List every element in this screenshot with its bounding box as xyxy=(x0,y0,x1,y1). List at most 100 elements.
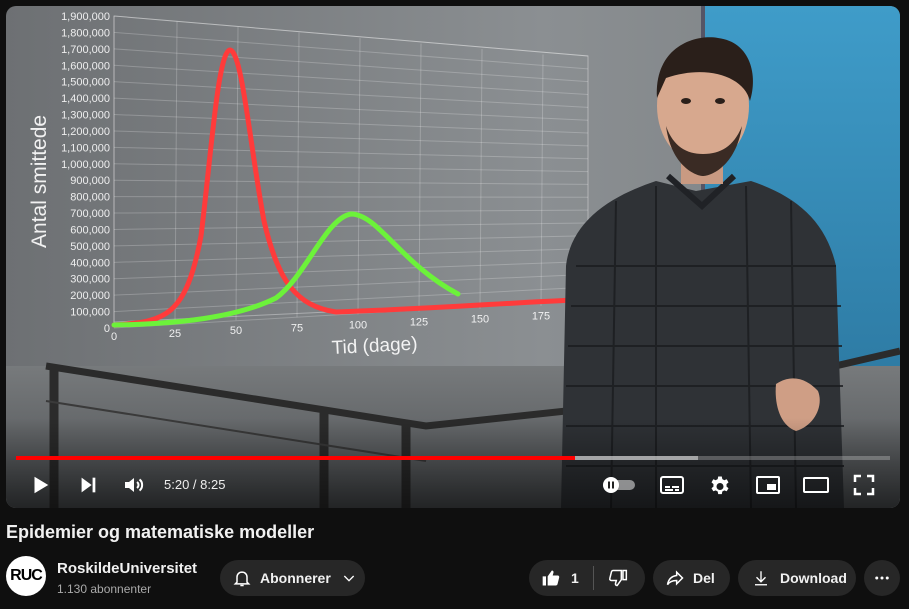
grid-line xyxy=(174,21,178,324)
y-tick-label: 200,000 xyxy=(70,290,110,302)
more-horizontal-icon xyxy=(875,576,889,580)
grid-line xyxy=(113,179,589,185)
grid-line xyxy=(113,114,589,134)
x-tick-label: 25 xyxy=(169,328,181,340)
subscriber-count: 1.130 abonnenter xyxy=(57,582,152,596)
controls-gradient xyxy=(6,418,900,508)
grid-line xyxy=(113,248,589,263)
grid-line xyxy=(113,146,589,160)
like-divider xyxy=(592,566,594,590)
time-display: 5:20 / 8:25 xyxy=(164,477,226,492)
download-button[interactable]: Download xyxy=(738,560,856,596)
fullscreen-icon xyxy=(853,474,875,496)
subscribe-button[interactable]: Abonnerer xyxy=(220,560,365,596)
progress-bar[interactable] xyxy=(16,456,890,460)
grid-line xyxy=(113,15,589,57)
like-button[interactable]: 1 xyxy=(541,560,593,596)
grid-line xyxy=(113,81,589,108)
miniplayer-icon xyxy=(756,476,780,494)
y-tick-label: 1,800,000 xyxy=(61,27,110,39)
red-epidemic-curve xyxy=(111,47,577,328)
volume-button[interactable] xyxy=(120,472,148,498)
channel-name[interactable]: RoskildeUniversitet xyxy=(57,560,198,577)
channel-avatar[interactable]: RUC xyxy=(6,556,46,596)
like-dislike-group: 1 xyxy=(529,560,645,596)
green-epidemic-curve xyxy=(111,211,461,328)
share-icon xyxy=(666,570,684,586)
grid-line xyxy=(113,235,589,247)
grid-line xyxy=(113,130,589,147)
subtitles-button[interactable] xyxy=(658,472,686,498)
thumbs-down-icon xyxy=(608,569,627,587)
subscribe-label: Abonnerer xyxy=(260,570,331,586)
played-bar xyxy=(16,456,576,460)
next-button[interactable] xyxy=(74,472,102,498)
x-tick-label: 150 xyxy=(471,314,489,326)
volume-icon xyxy=(125,478,144,492)
y-tick-label: 1,200,000 xyxy=(61,126,110,138)
x-tick-label: 75 xyxy=(291,322,303,334)
theater-mode-button[interactable] xyxy=(802,472,830,498)
autoplay-toggle-icon xyxy=(603,477,635,493)
y-tick-label: 1,400,000 xyxy=(61,93,110,105)
play-icon xyxy=(34,476,49,494)
bell-icon xyxy=(233,571,251,587)
video-title: Epidemier og matematiske modeller xyxy=(6,522,315,542)
play-button[interactable] xyxy=(26,472,54,498)
x-tick-label: 100 xyxy=(349,319,367,331)
y-tick-label: 1,000,000 xyxy=(61,159,110,171)
grid-line xyxy=(357,37,361,315)
y-tick-label: 700,000 xyxy=(70,208,110,220)
x-tick-label: 50 xyxy=(230,325,242,337)
grid-line xyxy=(113,97,589,121)
more-actions-button[interactable] xyxy=(864,560,900,596)
theater-mode-icon xyxy=(803,477,829,493)
share-label: Del xyxy=(693,570,715,586)
y-tick-label: 1,900,000 xyxy=(61,11,110,23)
y-tick-label: 100,000 xyxy=(70,307,110,319)
grid-line xyxy=(113,196,589,198)
x-tick-label: 0 xyxy=(111,331,117,343)
x-tick-label: 125 xyxy=(410,317,428,329)
y-tick-label: 1,500,000 xyxy=(61,77,110,89)
settings-button[interactable] xyxy=(706,472,734,498)
y-tick-label: 1,600,000 xyxy=(61,60,110,72)
download-icon xyxy=(755,571,767,586)
miniplayer-button[interactable] xyxy=(754,472,782,498)
grid-line xyxy=(113,286,589,313)
thumbs-up-icon xyxy=(542,570,560,586)
grid-line xyxy=(540,54,544,306)
grid-line xyxy=(235,26,239,321)
grid-line xyxy=(113,273,589,296)
grid-line xyxy=(113,222,589,230)
chevron-down-icon xyxy=(343,575,354,582)
y-tick-label: 300,000 xyxy=(70,274,110,286)
skip-next-icon xyxy=(81,477,96,493)
dislike-button[interactable] xyxy=(594,560,628,596)
autoplay-toggle[interactable] xyxy=(600,472,638,498)
grid-line xyxy=(113,31,589,70)
y-tick-label: 400,000 xyxy=(70,257,110,269)
grid-line xyxy=(479,48,483,309)
y-tick-label: 800,000 xyxy=(70,192,110,204)
y-tick-label: 1,700,000 xyxy=(61,44,110,56)
y-axis-label: Antal smittede xyxy=(28,115,51,248)
x-tick-label: 175 xyxy=(532,311,550,323)
grid-line xyxy=(296,32,300,318)
y-tick-label: 500,000 xyxy=(70,241,110,253)
share-button[interactable]: Del xyxy=(653,560,730,596)
x-axis-label: Tid (dage) xyxy=(331,334,418,359)
y-tick-label: 1,300,000 xyxy=(61,110,110,122)
grid-line xyxy=(113,64,589,96)
grid-line xyxy=(113,163,589,173)
video-player[interactable]: Antal smittede Tid (dage) 0 100,000 200,00… xyxy=(6,6,900,508)
y-tick-label: 1,100,000 xyxy=(61,142,110,154)
y-tick-label: 600,000 xyxy=(70,224,110,236)
grid-line xyxy=(113,48,589,83)
like-count: 1 xyxy=(571,570,579,586)
fullscreen-button[interactable] xyxy=(850,472,878,498)
download-label: Download xyxy=(780,570,847,586)
subtitles-icon xyxy=(660,476,684,494)
gear-icon xyxy=(711,476,729,495)
y-tick-label: 0 xyxy=(104,323,110,335)
